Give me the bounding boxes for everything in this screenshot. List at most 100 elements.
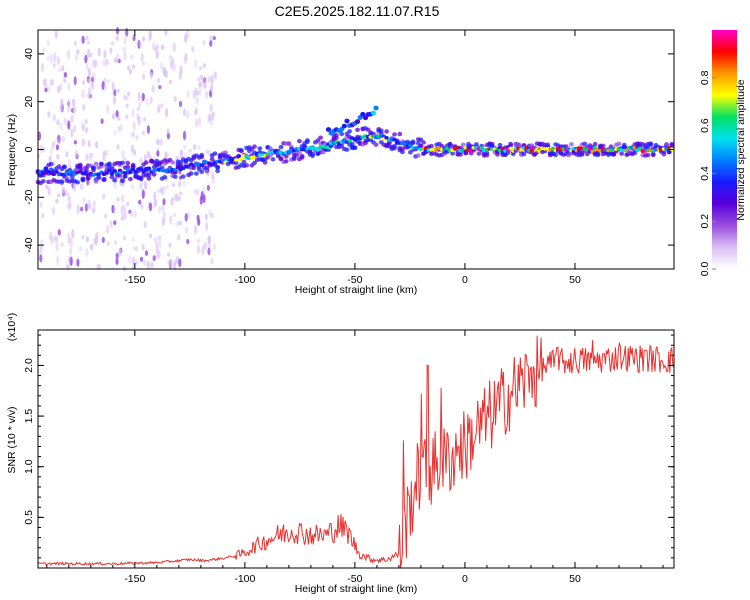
- noise-speck: [55, 198, 59, 204]
- x-tick-label: 0: [462, 274, 468, 286]
- noise-speck: [161, 205, 165, 212]
- noise-speck: [63, 72, 68, 78]
- ridge-halo: [138, 176, 144, 182]
- ridge-halo: [75, 180, 80, 185]
- y-tick-label: 40: [23, 48, 35, 60]
- noise-speck: [113, 220, 117, 226]
- noise-speck: [208, 113, 212, 122]
- ridge-halo: [305, 139, 310, 144]
- noise-speck: [133, 209, 137, 219]
- snr-y-axis-label: SNR (10 * v/v): [6, 406, 18, 473]
- noise-speck: [138, 39, 142, 48]
- noise-speck: [50, 147, 54, 156]
- ridge-halo: [99, 161, 104, 167]
- noise-speck: [67, 82, 71, 91]
- noise-speck: [132, 149, 137, 156]
- noise-speck: [116, 88, 120, 93]
- noise-speck: [125, 103, 129, 109]
- noise-speck: [154, 199, 158, 207]
- noise-speck: [170, 59, 174, 70]
- ridge-halo: [270, 157, 276, 162]
- snr-marks: [37, 335, 675, 568]
- noise-speck: [122, 235, 126, 241]
- ridge-point: [233, 158, 239, 162]
- noise-speck: [202, 185, 206, 195]
- ridge-halo: [297, 138, 302, 144]
- y-tick-label: 1.0: [23, 459, 35, 474]
- noise-speck: [105, 58, 109, 66]
- ridge-point: [239, 157, 244, 161]
- noise-speck: [149, 72, 153, 79]
- ridge-halo: [80, 177, 86, 182]
- noise-speck: [76, 49, 80, 55]
- noise-speck: [67, 120, 71, 130]
- noise-speck: [113, 180, 117, 190]
- ridge-halo: [241, 159, 247, 165]
- noise-speck: [81, 80, 85, 85]
- noise-speck: [92, 200, 96, 208]
- noise-speck: [159, 187, 163, 194]
- noise-speck: [207, 76, 211, 83]
- noise-speck: [168, 242, 172, 248]
- noise-speck: [45, 184, 49, 190]
- noise-speck: [155, 244, 159, 254]
- noise-speck: [73, 76, 77, 86]
- noise-speck: [61, 135, 66, 143]
- noise-speck: [69, 256, 73, 266]
- noise-speck: [145, 98, 149, 106]
- noise-speck: [178, 258, 182, 268]
- ridge-halo: [664, 142, 669, 147]
- noise-speck: [111, 204, 115, 214]
- noise-speck: [87, 140, 91, 148]
- noise-speck: [118, 248, 122, 257]
- noise-speck: [205, 149, 209, 155]
- noise-speck: [50, 235, 54, 245]
- ridge-halo: [339, 131, 345, 137]
- noise-speck: [71, 228, 75, 239]
- noise-speck: [54, 30, 58, 39]
- noise-speck: [197, 77, 201, 82]
- noise-speck: [81, 89, 85, 99]
- ridge-halo: [143, 160, 149, 165]
- noise-speck: [201, 245, 205, 255]
- noise-speck: [158, 240, 162, 248]
- noise-speck: [67, 98, 71, 109]
- ridge-halo: [458, 152, 463, 157]
- noise-speck: [105, 149, 109, 157]
- noise-speck: [63, 117, 67, 125]
- ridge-halo: [569, 142, 574, 147]
- noise-speck: [96, 263, 100, 271]
- colorbar-tick-label: 0.2: [699, 214, 711, 229]
- noise-speck: [203, 83, 207, 89]
- ridge-halo: [48, 161, 54, 167]
- noise-speck: [179, 221, 184, 227]
- upper-ridge-point: [373, 105, 379, 111]
- ridge-point: [347, 139, 352, 143]
- noise-speck: [46, 39, 50, 47]
- noise-speck: [148, 33, 152, 41]
- ridge-halo: [77, 162, 83, 167]
- noise-speck: [128, 209, 132, 214]
- upper-ridge-point: [360, 111, 366, 117]
- noise-speck: [91, 58, 95, 68]
- noise-speck: [46, 55, 51, 62]
- upper-ridge-point: [325, 127, 332, 132]
- noise-speck: [72, 181, 76, 192]
- noise-speck: [139, 256, 144, 262]
- ridge-halo: [120, 160, 125, 165]
- noise-speck: [113, 89, 117, 97]
- noise-speck: [130, 144, 134, 153]
- noise-speck: [150, 262, 154, 269]
- noise-speck: [207, 235, 211, 244]
- snr-x-axis-label: Height of straight line (km): [295, 583, 418, 595]
- noise-speck: [210, 75, 214, 84]
- x-tick-label: -100: [234, 274, 255, 286]
- noise-speck: [208, 209, 212, 218]
- noise-speck: [116, 26, 120, 35]
- noise-speck: [116, 144, 120, 150]
- ridge-halo: [209, 157, 215, 162]
- noise-speck: [177, 195, 181, 202]
- noise-speck: [61, 186, 66, 195]
- noise-speck: [117, 58, 121, 64]
- noise-speck: [106, 104, 110, 114]
